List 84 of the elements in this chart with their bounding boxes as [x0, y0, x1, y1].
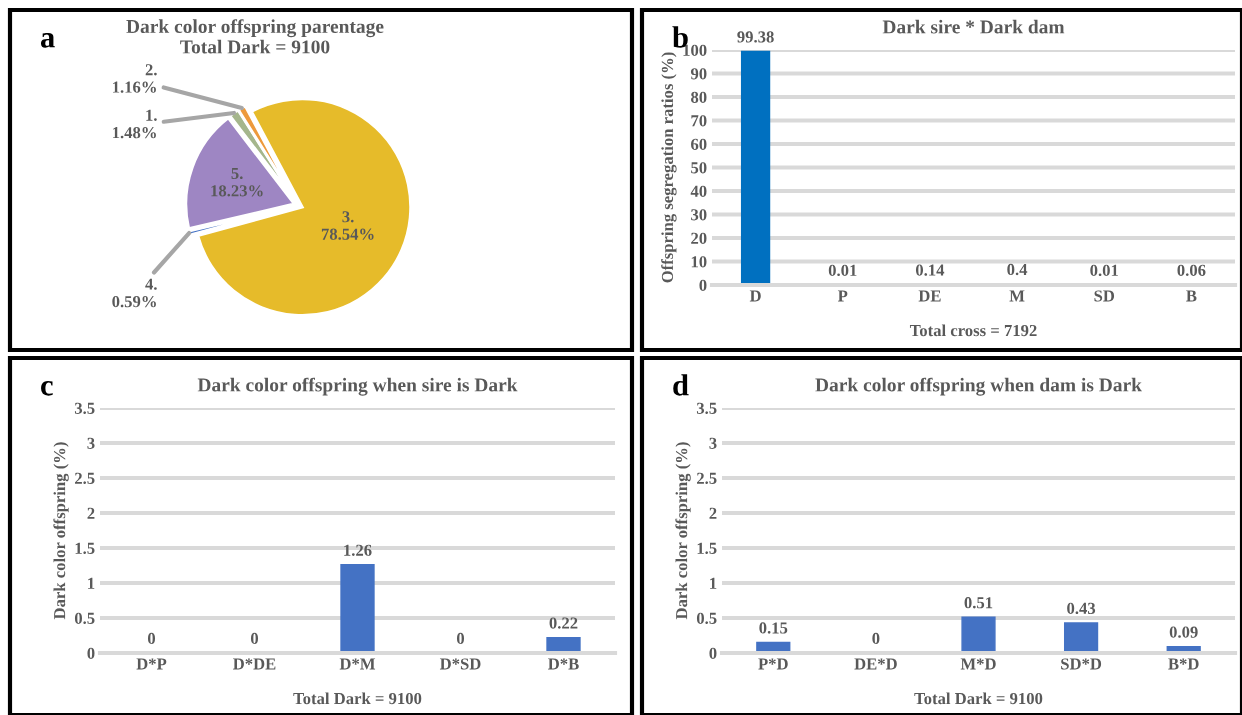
chart-subtitle: Total Dark = 9100 — [180, 39, 330, 54]
text: c — [41, 380, 53, 396]
x-tick-label: D*M — [339, 658, 376, 670]
x-tick-label: M*D — [960, 658, 996, 670]
text: d — [673, 374, 689, 396]
y-tick-label: 1.5 — [697, 542, 717, 555]
x-tick-label: DE*D — [854, 658, 897, 670]
y-tick-label: 40 — [690, 185, 707, 197]
y-tick-label: 0.5 — [74, 612, 95, 625]
y-tick-label: 60 — [691, 138, 707, 150]
data-label: 0 — [456, 632, 465, 645]
data-label: 0 — [250, 632, 259, 645]
x-tick-label: P*D — [758, 658, 788, 670]
y-tick-label: 20 — [691, 232, 707, 244]
y-tick-label: 0 — [709, 647, 717, 659]
data-label: 0.06 — [1177, 264, 1206, 276]
y-tick-label: 50 — [691, 162, 707, 174]
y-tick-label: 3.5 — [696, 402, 717, 415]
x-tick-label: B*D — [1168, 658, 1199, 670]
data-label: 1.26 — [344, 544, 372, 556]
y-tick-label: 2.5 — [697, 472, 717, 485]
y-tick-label: 1 — [88, 577, 95, 589]
x-tick-label: M — [1009, 290, 1025, 302]
data-label: 0.59% — [112, 295, 156, 308]
slice-label: 3. — [342, 211, 354, 223]
y-tick-label: 80 — [691, 91, 707, 103]
x-tick-label: D — [749, 290, 761, 302]
data-label: 1.16% — [113, 81, 156, 93]
y-tick-label: 3 — [87, 437, 95, 449]
bar — [961, 616, 996, 653]
x-tick-label: SD*D — [1061, 658, 1102, 670]
y-tick-label: 2 — [87, 507, 95, 519]
x-tick-label: DE — [918, 290, 941, 302]
data-label: 0.15 — [759, 622, 788, 634]
y-tick-label: 10 — [691, 256, 707, 268]
y-axis-title: Dark color offspring (%) — [53, 442, 69, 620]
x-tick-label: D*B — [548, 658, 579, 670]
slice-label: 5. — [231, 167, 243, 180]
data-label: 0.43 — [1067, 602, 1096, 615]
x-tick-label: D*DE — [233, 658, 276, 670]
slice-label: 2. — [145, 64, 157, 76]
y-tick-label: 0 — [87, 647, 95, 659]
y-tick-label: 0.5 — [696, 612, 717, 625]
x-tick-label: SD — [1094, 290, 1115, 302]
data-label: 0.01 — [1090, 264, 1118, 277]
y-tick-label: 0 — [699, 279, 707, 291]
data-label: 99.38 — [737, 31, 774, 43]
chart-title: Dark color offspring parentage — [126, 19, 384, 38]
data-label: 0.09 — [1169, 626, 1198, 638]
data-label: 0.51 — [964, 597, 993, 609]
y-tick-label: 70 — [691, 115, 707, 127]
data-label: 18.23% — [211, 185, 263, 197]
text: a — [40, 33, 55, 48]
data-label: 1.48% — [113, 127, 156, 139]
x-axis-title: Total Dark = 9100 — [914, 692, 1043, 705]
y-tick-label: 2.5 — [75, 472, 95, 485]
chart-title: Dark sire * Dark dam — [882, 19, 1065, 34]
x-axis-title: Total Dark = 9100 — [293, 692, 422, 705]
y-axis-title: Dark color offspring (%) — [675, 442, 691, 620]
y-tick-label: 30 — [691, 209, 707, 221]
y-tick-label: 2 — [709, 507, 717, 519]
x-axis-title: Total cross = 7192 — [909, 324, 1037, 337]
data-label: 0 — [872, 632, 880, 645]
data-label: 0.4 — [1007, 263, 1028, 276]
y-tick-label: 1 — [710, 577, 717, 589]
x-tick-label: P — [837, 290, 848, 302]
x-tick-label: D*P — [136, 658, 167, 670]
slice-label: 1. — [146, 109, 157, 121]
slice-label: 4. — [145, 278, 157, 290]
data-label: 0.01 — [828, 264, 857, 277]
y-tick-label: 3 — [709, 437, 717, 449]
data-label: 0 — [147, 632, 156, 645]
x-tick-label: D*SD — [439, 658, 481, 670]
y-tick-label: 90 — [690, 68, 707, 80]
data-label: 78.54% — [321, 228, 374, 240]
bar — [1063, 622, 1099, 653]
chart-title: Dark color offspring when sire is Dark — [197, 377, 518, 396]
x-tick-label: B — [1186, 290, 1197, 302]
y-tick-label: 1.5 — [75, 542, 95, 555]
data-label: 0.14 — [915, 264, 945, 276]
chart-title: Dark color offspring when dam is Dark — [815, 377, 1142, 396]
data-label: 0.22 — [549, 617, 578, 629]
y-axis-title: Offspring segregation ratios (%) — [661, 52, 677, 283]
y-tick-label: 3.5 — [74, 402, 95, 415]
